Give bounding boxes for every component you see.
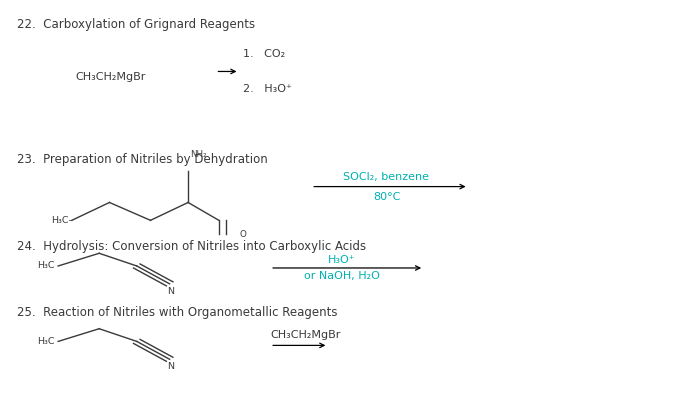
Text: H₃O⁺: H₃O⁺: [328, 255, 356, 265]
Text: 23.  Preparation of Nitriles by Dehydration: 23. Preparation of Nitriles by Dehydrati…: [17, 153, 268, 166]
Text: 2.   H₃O⁺: 2. H₃O⁺: [243, 84, 291, 94]
Text: CH₃CH₂MgBr: CH₃CH₂MgBr: [75, 72, 146, 83]
Text: NH₂: NH₂: [190, 150, 207, 159]
Text: 1.   CO₂: 1. CO₂: [243, 48, 285, 59]
Text: 80°C: 80°C: [373, 191, 400, 202]
Text: 24.  Hydrolysis: Conversion of Nitriles into Carboxylic Acids: 24. Hydrolysis: Conversion of Nitriles i…: [17, 240, 366, 253]
Text: O: O: [239, 230, 246, 239]
Text: 25.  Reaction of Nitriles with Organometallic Reagents: 25. Reaction of Nitriles with Organometa…: [17, 306, 338, 319]
Text: or NaOH, H₂O: or NaOH, H₂O: [304, 271, 380, 281]
Text: H₃C: H₃C: [38, 262, 55, 270]
Text: N: N: [168, 287, 174, 296]
Text: N: N: [168, 362, 174, 371]
Text: CH₃CH₂MgBr: CH₃CH₂MgBr: [270, 330, 341, 341]
Text: 22.  Carboxylation of Grignard Reagents: 22. Carboxylation of Grignard Reagents: [17, 18, 255, 31]
Text: SOCl₂, benzene: SOCl₂, benzene: [343, 172, 430, 182]
Text: H₃C–: H₃C–: [51, 216, 74, 225]
Text: H₃C: H₃C: [38, 337, 55, 346]
